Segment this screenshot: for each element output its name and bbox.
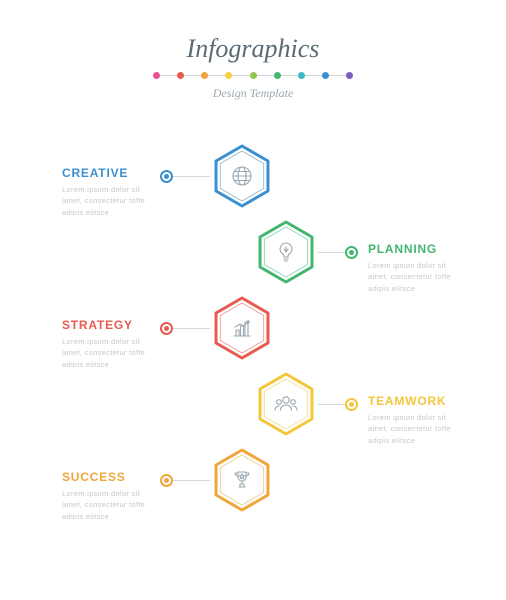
connector-3 [318, 404, 345, 405]
infographic-stage: CREATIVE Lorem ipsum dolor sit amet, cons… [0, 120, 506, 600]
item-desc: Lorem ipsum dolor sit amet, consectetur … [62, 184, 154, 218]
item-desc: Lorem ipsum dolor sit amet, consectetur … [368, 260, 468, 294]
connector-0 [173, 176, 210, 177]
item-teamwork: TEAMWORK Lorem ipsum dolor sit amet, cons… [368, 394, 468, 446]
item-desc: Lorem ipsum dolor sit amet, consectetur … [368, 412, 468, 446]
hex-chart [210, 296, 274, 360]
bullet-1 [345, 246, 358, 259]
main-title: Infographics [0, 34, 506, 64]
item-desc: Lorem ipsum dolor sit amet, consectetur … [62, 336, 154, 370]
connector-1 [318, 252, 345, 253]
item-planning: PLANNING Lorem ipsum dolor sit amet, cons… [368, 242, 468, 294]
bullet-2 [160, 322, 173, 335]
dot-divider [153, 70, 353, 82]
header: Infographics Design Template [0, 0, 506, 101]
item-strategy: STRATEGY Lorem ipsum dolor sit amet, cons… [62, 318, 154, 370]
item-creative: CREATIVE Lorem ipsum dolor sit amet, cons… [62, 166, 154, 218]
item-title: SUCCESS [62, 470, 154, 484]
connector-2 [173, 328, 210, 329]
hex-team [254, 372, 318, 436]
hex-globe [210, 144, 274, 208]
item-title: CREATIVE [62, 166, 154, 180]
hex-trophy [210, 448, 274, 512]
bullet-0 [160, 170, 173, 183]
connector-4 [173, 480, 210, 481]
item-title: PLANNING [368, 242, 468, 256]
item-title: STRATEGY [62, 318, 154, 332]
item-title: TEAMWORK [368, 394, 468, 408]
item-success: SUCCESS Lorem ipsum dolor sit amet, conse… [62, 470, 154, 522]
subtitle: Design Template [0, 86, 506, 101]
hex-bulb [254, 220, 318, 284]
bullet-4 [160, 474, 173, 487]
bullet-3 [345, 398, 358, 411]
item-desc: Lorem ipsum dolor sit amet, consectetur … [62, 488, 154, 522]
